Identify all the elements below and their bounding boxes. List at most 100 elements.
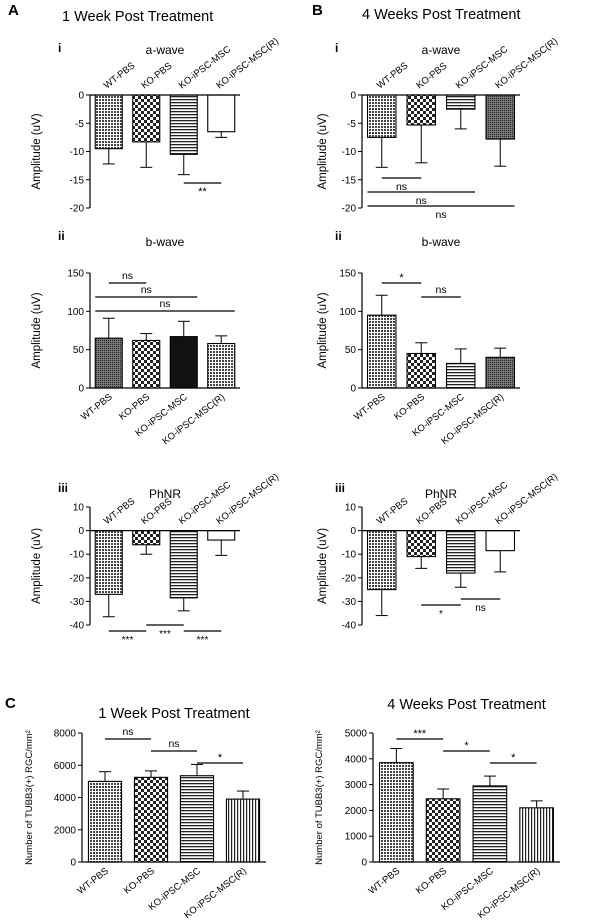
y-tick-label: -20 [70, 573, 85, 584]
significance-label: * [399, 272, 404, 284]
chart-title: 4 Weeks Post Treatment [387, 697, 546, 713]
y-tick-label: 3000 [345, 780, 368, 791]
bar [445, 530, 476, 574]
x-tick-label: WT-PBS [367, 866, 402, 897]
bar [445, 362, 476, 389]
significance-label: *** [197, 635, 209, 646]
bar [425, 798, 461, 863]
chart-a-i: a-wave i 0 -5 -10 -15 -20 Amplitude (uV) WT-PBS K… [31, 36, 281, 215]
bar [133, 776, 169, 863]
y-tick-label: -30 [70, 597, 85, 608]
bar [132, 339, 161, 389]
y-tick-label: 0 [78, 91, 84, 102]
significance-label: ns [168, 738, 179, 750]
y-axis-label: Number of TUBB3(+) RGC/mm² [24, 730, 35, 865]
bar [94, 94, 123, 150]
bar [485, 356, 516, 389]
y-tick-label: -10 [342, 147, 357, 158]
y-tick-label: -20 [342, 204, 357, 215]
y-tick-label: 0 [78, 526, 84, 537]
chart-title: 1 Week Post Treatment [98, 706, 249, 722]
y-tick-label: 5000 [345, 729, 368, 740]
y-tick-label: -10 [70, 147, 85, 158]
y-tick-label: 10 [345, 503, 357, 514]
significance-label: ns [475, 603, 486, 614]
x-tick-label: KO-PBS [117, 392, 152, 423]
y-tick-label: -15 [70, 175, 85, 186]
bar [366, 314, 397, 389]
y-tick-label: 0 [350, 526, 356, 537]
bar [207, 94, 236, 133]
bar [132, 530, 161, 546]
y-tick-label: 0 [70, 858, 76, 869]
bar [94, 530, 123, 595]
y-tick-label: 6000 [54, 761, 77, 772]
y-axis-label: Amplitude (uV) [31, 113, 43, 189]
y-tick-label: 10 [73, 503, 85, 514]
y-axis-label: Amplitude (uV) [31, 292, 43, 368]
bar [169, 336, 198, 389]
x-tick-label: KO-PBS [139, 61, 174, 92]
y-tick-label: 1000 [345, 832, 368, 843]
bar [132, 94, 161, 143]
x-tick-label: WT-PBS [375, 496, 410, 527]
y-axis-label: Number of TUBB3(+) RGC/mm² [314, 730, 325, 865]
x-tick-label: KO-PBS [414, 61, 449, 92]
y-tick-label: 100 [67, 307, 84, 318]
significance-label: ** [198, 186, 207, 198]
significance-label: ns [159, 298, 170, 310]
y-tick-label: -20 [70, 204, 85, 215]
y-tick-label: 8000 [54, 729, 77, 740]
significance-label: *** [413, 728, 427, 740]
bar [366, 530, 397, 591]
significance-label: ns [122, 726, 133, 738]
chart-title: PhNR [149, 487, 181, 501]
y-tick-label: 2000 [345, 806, 368, 817]
x-tick-label: WT-PBS [352, 392, 387, 423]
y-axis-label: Amplitude (uV) [317, 292, 329, 368]
y-tick-label: 4000 [345, 754, 368, 765]
bar [472, 785, 508, 863]
bar [378, 762, 414, 863]
y-tick-label: 100 [339, 307, 356, 318]
chart-b-i: a-wave i 0 -5 -10 -15 -20 Amplitude (uV) WT-PBS K… [317, 36, 560, 221]
bar [406, 530, 437, 558]
x-tick-label: WT-PBS [79, 392, 114, 423]
x-tick-label: KO-iPSC-MSC(R) [214, 472, 281, 527]
x-tick-label: KO-PBS [392, 392, 427, 423]
y-tick-label: 4000 [54, 793, 77, 804]
chart-title: a-wave [146, 43, 185, 57]
bar [87, 780, 123, 863]
significance-label: ns [435, 284, 446, 296]
y-tick-label: -40 [342, 621, 357, 632]
y-tick-label: -20 [342, 573, 357, 584]
y-tick-label: 150 [339, 269, 356, 280]
bar [519, 807, 555, 863]
y-tick-label: 50 [73, 345, 85, 356]
chart-title: b-wave [146, 235, 185, 249]
x-tick-label: KO-iPSC-MSC(R) [160, 392, 227, 447]
chart-roman-numeral: i [58, 41, 61, 55]
x-tick-label: WT-PBS [102, 60, 137, 91]
significance-label: *** [159, 629, 171, 640]
x-tick-label: WT-PBS [75, 866, 110, 897]
bar [406, 94, 437, 126]
x-tick-label: KO-PBS [122, 866, 157, 897]
bar [485, 94, 516, 140]
significance-label: ns [122, 270, 133, 282]
bar [485, 530, 516, 552]
y-tick-label: 0 [350, 384, 356, 395]
y-axis-label: Amplitude (uV) [317, 113, 329, 189]
chart-title: a-wave [422, 43, 461, 57]
chart-roman-numeral: ii [58, 229, 65, 243]
y-tick-label: -5 [347, 119, 356, 130]
bar [207, 530, 236, 541]
bar [207, 342, 236, 389]
significance-label: *** [122, 635, 134, 646]
y-tick-label: 50 [345, 345, 357, 356]
y-tick-label: -5 [75, 119, 84, 130]
y-axis-label: Amplitude (uV) [317, 528, 329, 604]
chart-a-iii: PhNR iii 10 0 -10 -20 -30 -40 Amplitude (uV) WT-P… [31, 472, 281, 646]
significance-label: * [511, 752, 516, 764]
